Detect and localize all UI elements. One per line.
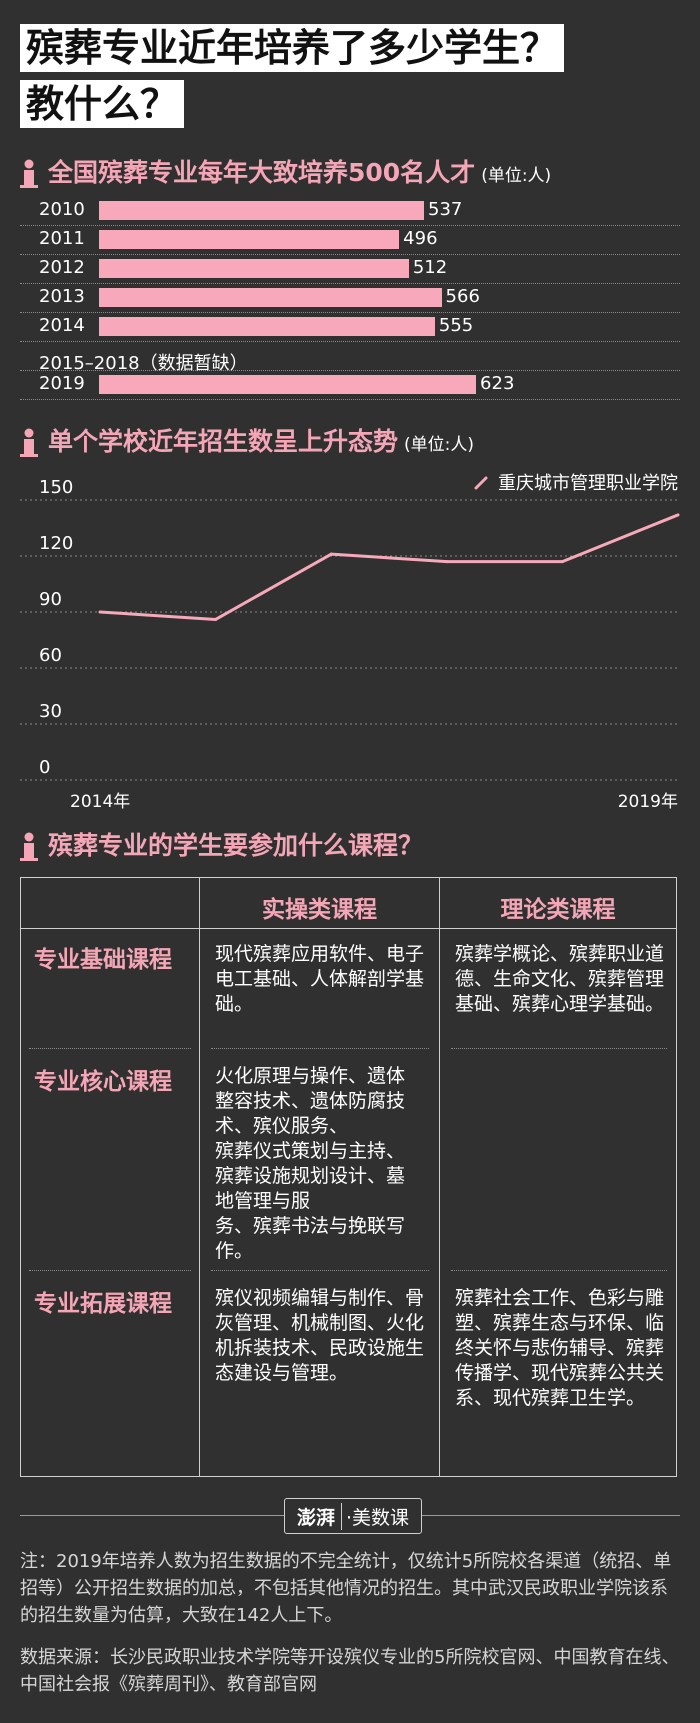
bar-2012 bbox=[99, 259, 409, 278]
cell-line: 殡葬设施规划设计、墓 bbox=[215, 1165, 406, 1187]
course-table: 实操类课程 理论类课程 专业基础课程 现代殡葬应用软件、电子电工基础、人体解剖学… bbox=[20, 877, 677, 1477]
table-col-divider bbox=[439, 878, 440, 1476]
bar-row-2010: 2010 537 bbox=[20, 196, 680, 226]
thepaper-logo: 澎湃 ·美数课 bbox=[284, 1498, 422, 1534]
cell-extended-theory: 殡葬社会工作、色彩与雕塑、殡葬生态与环保、临终关怀与悲伤辅导、殡葬传播学、现代殡… bbox=[455, 1287, 665, 1409]
bar-value-label: 623 bbox=[480, 373, 515, 394]
section1-unit: (单位:人) bbox=[481, 166, 552, 186]
data-point bbox=[329, 552, 333, 556]
bar-row-2019: 2019 623 bbox=[20, 370, 680, 400]
section3-title: 殡葬专业的学生要参加什么课程？ bbox=[48, 831, 424, 860]
footer-rule bbox=[20, 1515, 284, 1516]
y-tick-label: 60 bbox=[39, 645, 62, 666]
footer-rule bbox=[420, 1515, 680, 1516]
cell-line: 整容技术、遗体防腐技 bbox=[215, 1090, 406, 1112]
col-head-practical: 实操类课程 bbox=[262, 897, 377, 923]
person-icon bbox=[20, 832, 38, 861]
data-point bbox=[445, 560, 449, 564]
logo-text-brand: 澎湃 bbox=[297, 1502, 342, 1530]
row-divider bbox=[211, 1270, 429, 1271]
bar-2014 bbox=[99, 317, 435, 336]
bar-2010 bbox=[99, 201, 424, 220]
gap-note: 2015–2018（数据暂缺） bbox=[39, 353, 248, 374]
col-head-theory: 理论类课程 bbox=[500, 897, 616, 923]
y-tick-label: 150 bbox=[39, 477, 73, 498]
cell-line: 地管理与服 bbox=[215, 1190, 311, 1212]
person-icon bbox=[20, 159, 38, 188]
x-tick-label: 2014年 bbox=[70, 792, 130, 812]
y-tick-label: 0 bbox=[39, 757, 50, 778]
bar-category-label: 2014 bbox=[39, 315, 85, 336]
bar-value-label: 555 bbox=[438, 315, 474, 336]
cell-line: 务、殡葬书法与挽联写 bbox=[215, 1215, 406, 1237]
bar-value-label: 537 bbox=[428, 199, 463, 220]
legend-swatch bbox=[474, 476, 488, 490]
section2-title: 单个学校近年招生数呈上升态势 bbox=[48, 427, 399, 456]
row-divider bbox=[451, 1270, 667, 1271]
row-divider bbox=[29, 1048, 191, 1049]
bar-category-label: 2019 bbox=[39, 373, 85, 394]
data-point bbox=[560, 560, 564, 564]
footnote: 注：2019年培养人数为招生数据的不完全统计，仅统计5所院校各渠道（统招、单招等… bbox=[20, 1551, 672, 1626]
cell-basic-theory: 殡葬学概论、殡葬职业道德、生命文化、殡葬管理基础、殡葬心理学基础。 bbox=[455, 943, 665, 1015]
y-tick-label: 30 bbox=[39, 701, 62, 722]
row-head-core: 专业核心课程 bbox=[34, 1069, 172, 1095]
data-point bbox=[214, 617, 218, 621]
logo-text-column: ·美数课 bbox=[345, 1506, 410, 1529]
series-line bbox=[99, 513, 679, 621]
title-line-1: 殡葬专业近年培养了多少学生？ bbox=[20, 24, 565, 72]
section1-heading: 全国殡葬专业每年大致培养500名人才 (单位:人) bbox=[18, 157, 551, 189]
cell-extended-practical: 殡仪视频编辑与制作、骨灰管理、机械制图、火化机拆装技术、民政设施生态建设与管理。 bbox=[215, 1287, 425, 1384]
bar-category-label: 2010 bbox=[39, 199, 85, 220]
section1-title: 全国殡葬专业每年大致培养500名人才 bbox=[48, 158, 476, 187]
section3-heading: 殡葬专业的学生要参加什么课程？ bbox=[18, 830, 423, 862]
line-chart: 0 30 60 90 120 150 2014年 2019年 重庆城市管理职业学院 bbox=[20, 473, 680, 812]
y-tick-label: 120 bbox=[39, 533, 73, 554]
bar-row-2012: 2012 512 bbox=[20, 254, 680, 284]
y-tick-label: 90 bbox=[39, 589, 62, 610]
data-source: 数据来源：长沙民政职业技术学院等开设殡仪专业的5所院校官网、中国教育在线、中国社… bbox=[20, 1647, 680, 1695]
data-point bbox=[98, 610, 102, 614]
bar-value-label: 496 bbox=[403, 228, 438, 249]
x-tick-label: 2019年 bbox=[618, 792, 678, 812]
table-header-divider bbox=[21, 928, 676, 929]
cell-basic-practical: 现代殡葬应用软件、电子电工基础、人体解剖学基础。 bbox=[215, 943, 425, 1015]
bar-2011 bbox=[99, 230, 400, 249]
cell-line: 作。 bbox=[215, 1240, 254, 1262]
bar-row-2013: 2013 566 bbox=[20, 283, 680, 313]
bar-2013 bbox=[99, 288, 442, 307]
bar-category-label: 2011 bbox=[39, 228, 85, 249]
bar-category-label: 2013 bbox=[39, 286, 85, 307]
bar-value-label: 566 bbox=[445, 286, 480, 307]
section2-heading: 单个学校近年招生数呈上升态势 (单位:人) bbox=[18, 426, 474, 458]
section2-unit: (单位:人) bbox=[404, 435, 475, 455]
table-col-divider bbox=[199, 878, 200, 1476]
cell-line: 殡葬仪式策划与主持、 bbox=[215, 1140, 406, 1162]
row-divider bbox=[451, 1048, 667, 1049]
title-line-2: 教什么？ bbox=[20, 80, 185, 128]
bar-row-2014: 2014 555 bbox=[20, 312, 680, 342]
row-divider bbox=[211, 1048, 429, 1049]
cell-core-practical: 火化原理与操作、遗体 整容技术、遗体防腐技 术、殡仪服务、 殡葬仪式策划与主持、… bbox=[215, 1064, 435, 1264]
cell-line: 术、殡仪服务、 bbox=[215, 1115, 349, 1137]
person-icon bbox=[20, 428, 38, 457]
bar-value-label: 512 bbox=[412, 257, 448, 278]
bar-row-2011: 2011 496 bbox=[20, 225, 680, 255]
legend-label: 重庆城市管理职业学院 bbox=[498, 473, 678, 494]
row-head-basic: 专业基础课程 bbox=[34, 947, 172, 973]
row-divider bbox=[29, 1270, 191, 1271]
row-head-extended: 专业拓展课程 bbox=[34, 1291, 172, 1317]
bar-category-label: 2012 bbox=[39, 257, 85, 278]
cell-line: 火化原理与操作、遗体 bbox=[215, 1065, 406, 1087]
bar-2019 bbox=[99, 375, 477, 394]
gap-row-rule bbox=[20, 341, 680, 371]
data-point bbox=[676, 513, 680, 517]
